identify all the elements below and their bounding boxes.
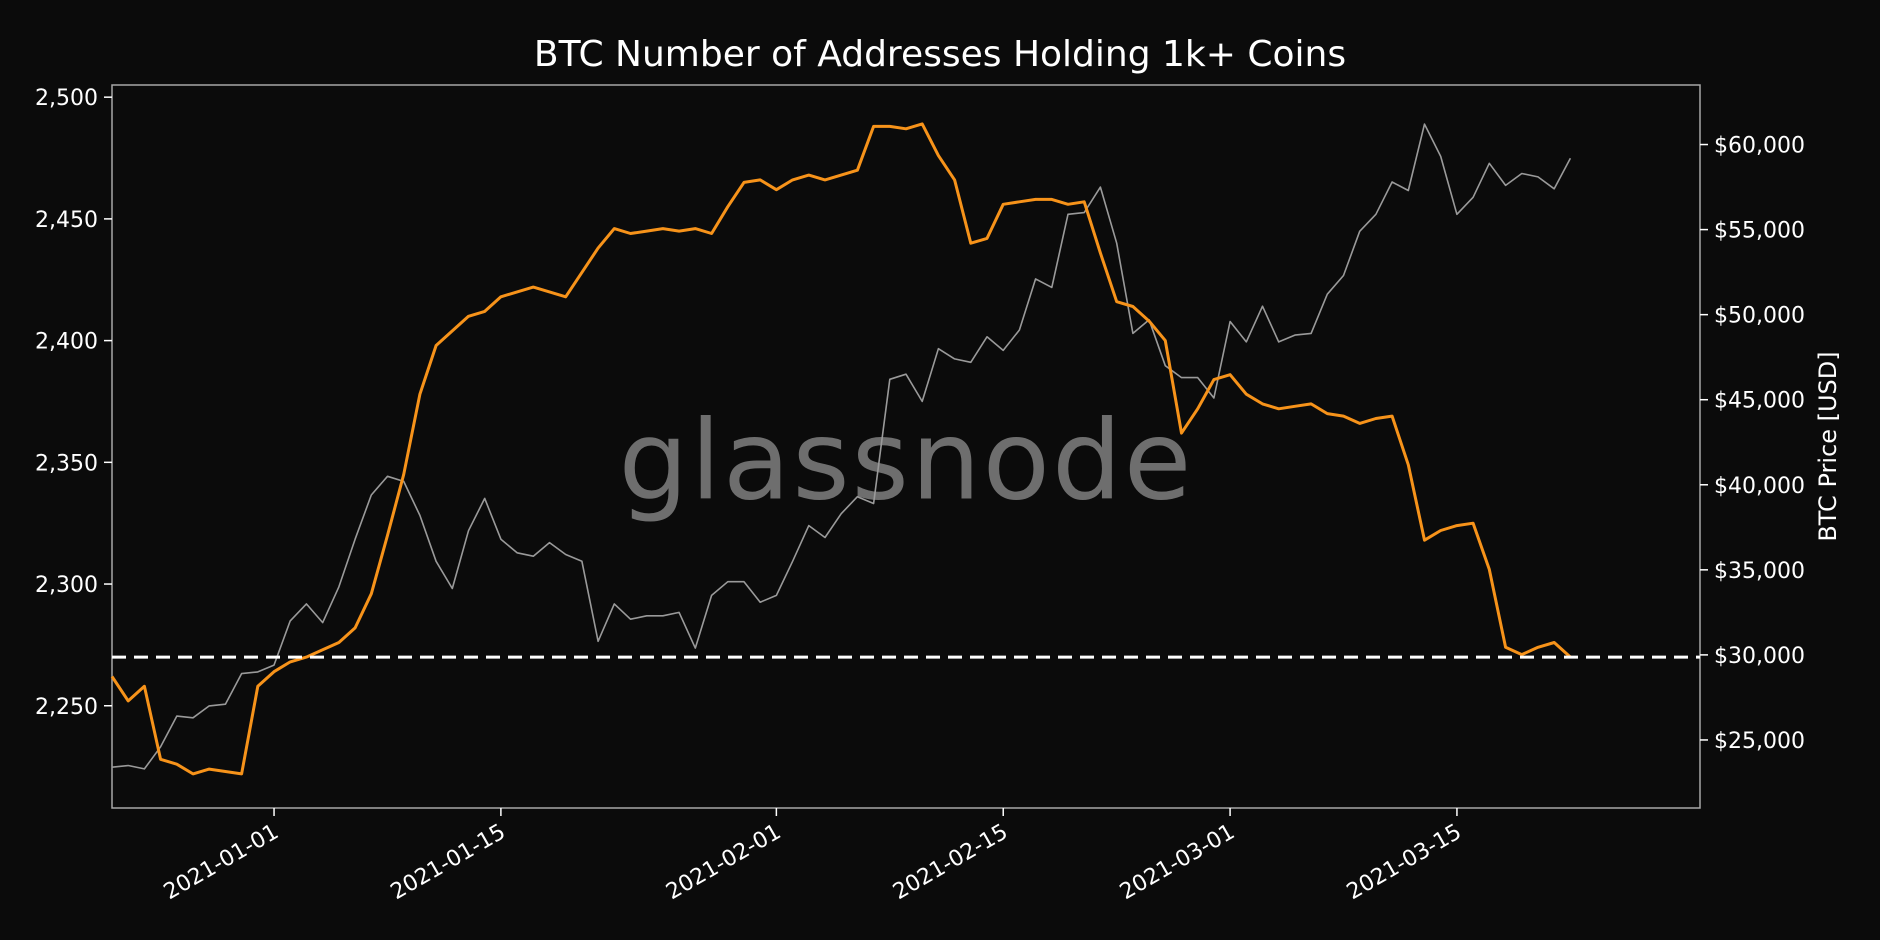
glassnode-watermark: glassnode bbox=[619, 396, 1194, 524]
right-tick-label: $25,000 bbox=[1714, 729, 1805, 754]
left-tick-label: 2,250 bbox=[35, 695, 98, 720]
right-tick-label: $60,000 bbox=[1714, 134, 1805, 159]
right-tick-label: $50,000 bbox=[1714, 304, 1805, 329]
right-tick-label: $45,000 bbox=[1714, 389, 1805, 414]
addresses-count-line bbox=[110, 122, 1572, 776]
plot-area bbox=[111, 84, 1701, 809]
left-tick-label: 2,350 bbox=[35, 451, 98, 476]
right-tick-label: $35,000 bbox=[1714, 559, 1805, 584]
left-axis: 2,250 2,300 2,350 2,400 2,450 2,500 bbox=[35, 86, 112, 720]
left-tick-label: 2,500 bbox=[35, 86, 98, 111]
left-tick-label: 2,450 bbox=[35, 208, 98, 233]
right-tick-label: $40,000 bbox=[1714, 474, 1805, 499]
right-tick-label: $55,000 bbox=[1714, 219, 1805, 244]
left-tick-label: 2,400 bbox=[35, 330, 98, 355]
left-tick-label: 2,300 bbox=[35, 573, 98, 598]
right-tick-label: $30,000 bbox=[1714, 644, 1805, 669]
right-axis: $25,000 $30,000 $35,000 $40,000 $45,000 $50,0… bbox=[1700, 134, 1805, 754]
series-layer bbox=[110, 122, 1572, 776]
btc-price-line bbox=[111, 123, 1572, 770]
chart-title: BTC Number of Addresses Holding 1k+ Coin… bbox=[534, 34, 1346, 75]
right-axis-label: BTC Price [USD] bbox=[1814, 351, 1842, 541]
